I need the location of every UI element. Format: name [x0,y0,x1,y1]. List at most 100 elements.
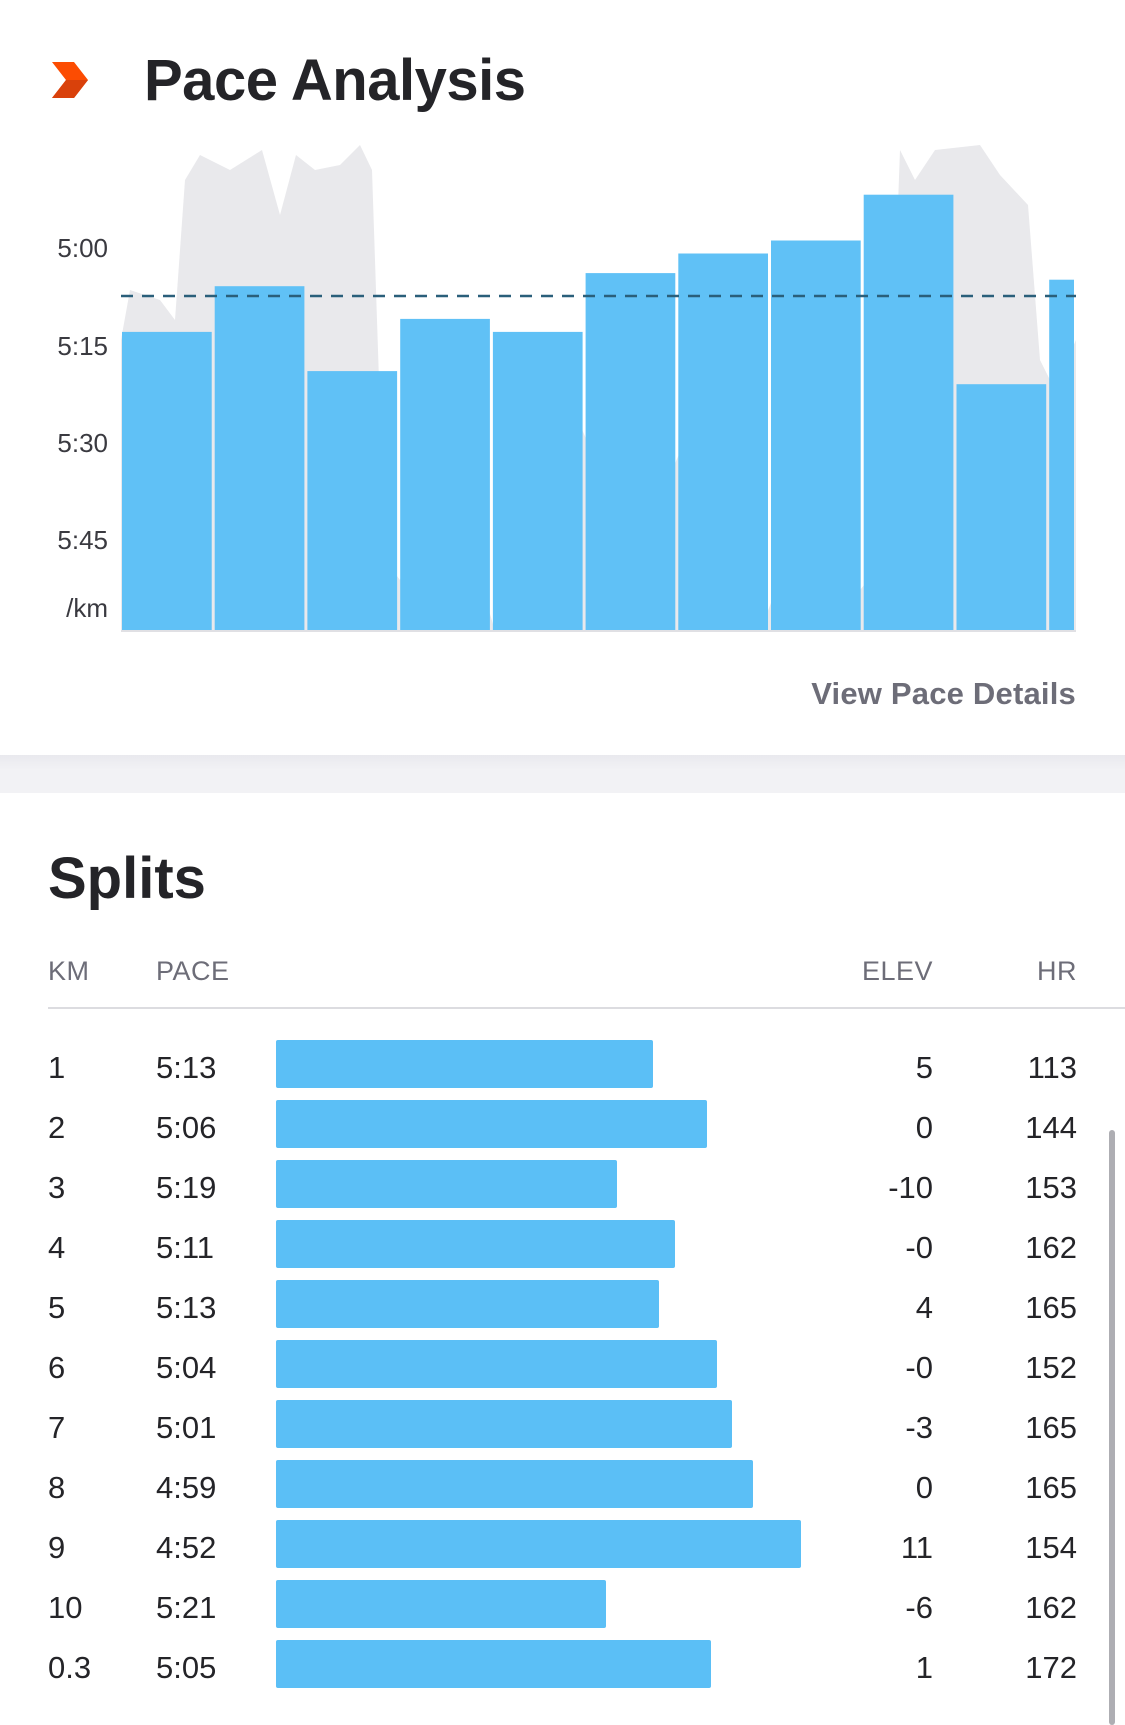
split-hr: 154 [1025,1530,1077,1565]
scrollbar[interactable] [1109,1130,1115,1725]
split-hr: 162 [1025,1590,1077,1625]
split-pace-bar [276,1340,717,1388]
splits-section: Splits KM PACE ELEV HR 1 5:13 5 113 2 5:06 0 14… [0,793,1125,1725]
pace-bar-0.3 [1049,279,1074,631]
split-pace-bar [276,1280,659,1328]
split-km: 1 [48,1050,66,1085]
split-pace-bar [276,1460,753,1508]
pace-bar-9 [863,194,954,631]
split-km: 8 [48,1470,66,1505]
splits-table: 1 5:13 5 113 2 5:06 0 144 3 5:19 -10 153 4 5:11 -0 162 5… [0,1040,1125,1700]
split-hr: 165 [1025,1290,1077,1325]
chevron-logo-icon [52,62,88,98]
y-axis-label: 5:00 [57,233,108,263]
split-elev: 5 [915,1050,933,1085]
split-row[interactable]: 1 5:13 5 113 [0,1040,1125,1100]
split-elev: 0 [915,1110,933,1145]
split-pace: 4:59 [156,1470,217,1505]
split-km: 2 [48,1110,66,1145]
split-pace-bar [276,1400,732,1448]
split-pace: 5:13 [156,1050,217,1085]
pace-bar-2 [214,286,305,631]
split-row[interactable]: 0.3 5:05 1 172 [0,1640,1125,1700]
split-pace-bar [276,1580,606,1628]
y-axis-label: 5:45 [57,525,108,555]
split-pace-bar [276,1520,801,1568]
split-elev: -6 [905,1590,933,1625]
split-row[interactable]: 2 5:06 0 144 [0,1100,1125,1160]
y-axis-unit-label: /km [66,593,108,623]
split-row[interactable]: 9 4:52 11 154 [0,1520,1125,1580]
split-pace: 4:52 [156,1530,217,1565]
split-km: 6 [48,1350,66,1385]
pace-bar-8 [771,240,861,631]
split-hr: 113 [1027,1050,1077,1085]
split-hr: 153 [1025,1170,1077,1205]
splits-title: Splits [48,846,206,911]
pace-bar-5 [492,331,583,631]
split-km: 4 [48,1230,66,1265]
split-pace: 5:11 [156,1230,215,1265]
split-hr: 165 [1025,1470,1077,1505]
split-pace: 5:06 [156,1110,217,1145]
split-km: 9 [48,1530,66,1565]
split-pace-bar [276,1100,707,1148]
view-pace-details-link[interactable]: View Pace Details [811,676,1076,711]
split-km: 3 [48,1170,66,1205]
pace-bar-3 [307,371,398,631]
split-pace-bar [276,1220,675,1268]
split-pace-bar [276,1160,617,1208]
pace-bar-7 [678,253,768,631]
split-hr: 162 [1025,1230,1077,1265]
pace-bar-4 [400,318,490,631]
split-elev: -10 [888,1170,933,1205]
split-km: 5 [48,1290,66,1325]
split-pace: 5:04 [156,1350,217,1385]
split-pace-bar [276,1040,653,1088]
section-divider [0,755,1125,793]
split-row[interactable]: 7 5:01 -3 165 [0,1400,1125,1460]
pace-analysis-header: Pace Analysis [48,40,526,120]
split-elev: 0 [915,1470,933,1505]
header-divider [48,1007,1125,1009]
split-elev: -0 [905,1230,933,1265]
page-title: Pace Analysis [144,47,526,113]
pace-chart-svg: 5:00 5:15 5:30 5:45/km [57,145,1076,632]
split-hr: 172 [1025,1650,1077,1685]
split-km: 10 [48,1590,83,1625]
split-pace-bar [276,1640,711,1688]
split-km: 0.3 [48,1650,92,1685]
pace-analysis-section: Pace Analysis 5:00 5:15 5:30 5:45/km View P… [0,0,1125,755]
split-row[interactable]: 10 5:21 -6 162 [0,1580,1125,1640]
split-pace: 5:05 [156,1650,217,1685]
y-axis-label: 5:15 [57,331,108,361]
split-pace: 5:19 [156,1170,217,1205]
pace-bar-10 [956,384,1047,631]
column-header-km: KM [48,956,90,986]
pace-chart[interactable]: 5:00 5:15 5:30 5:45/km [0,140,1125,640]
split-hr: 152 [1025,1350,1077,1385]
split-elev: -0 [905,1350,933,1385]
pace-bar-6 [585,273,676,631]
column-header-elev: ELEV [861,956,933,986]
split-elev: -3 [905,1410,933,1445]
split-row[interactable]: 6 5:04 -0 152 [0,1340,1125,1400]
split-hr: 144 [1025,1110,1077,1145]
y-axis-label: 5:30 [57,428,108,458]
column-header-pace: PACE [156,956,230,986]
split-pace: 5:21 [156,1590,217,1625]
split-elev: 11 [900,1530,933,1565]
split-km: 7 [48,1410,66,1445]
split-elev: 4 [915,1290,933,1325]
split-pace: 5:01 [156,1410,217,1445]
column-header-hr: HR [1037,956,1077,986]
split-row[interactable]: 4 5:11 -0 162 [0,1220,1125,1280]
split-row[interactable]: 8 4:59 0 165 [0,1460,1125,1520]
split-row[interactable]: 5 5:13 4 165 [0,1280,1125,1340]
split-hr: 165 [1025,1410,1077,1445]
split-pace: 5:13 [156,1290,217,1325]
y-axis-labels: 5:00 5:15 5:30 5:45/km [57,233,108,623]
pace-bars [121,194,1076,632]
split-elev: 1 [915,1650,933,1685]
split-row[interactable]: 3 5:19 -10 153 [0,1160,1125,1220]
